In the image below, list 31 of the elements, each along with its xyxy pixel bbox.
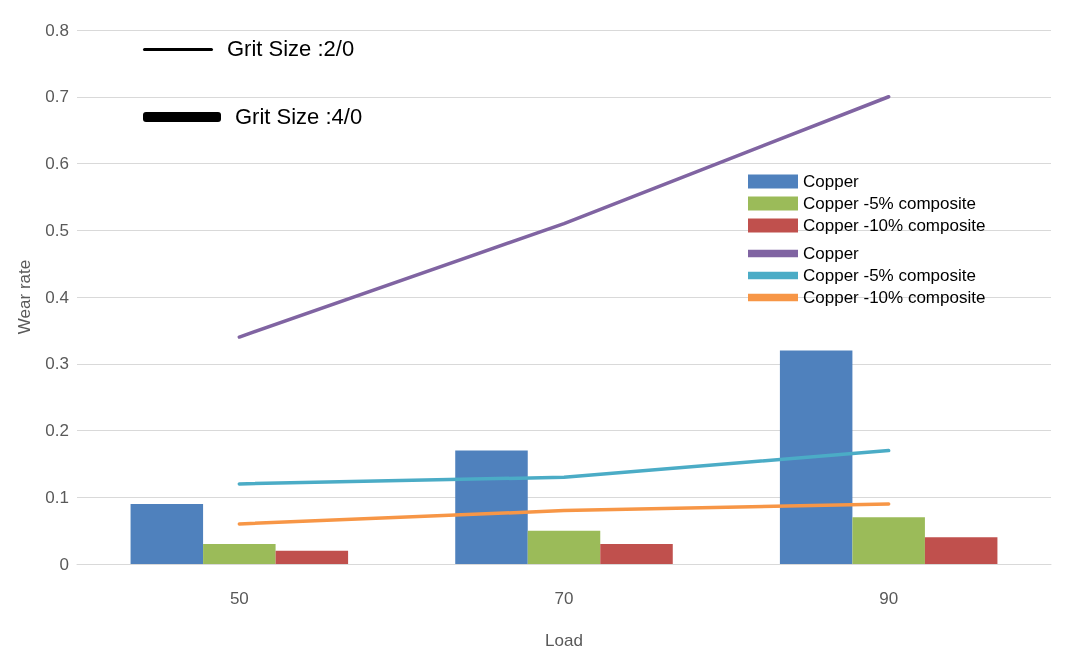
y-tick-label: 0.7 [45,87,69,107]
bar [275,550,349,564]
legend-label: Copper -5% composite [803,194,976,213]
y-tick-label: 0 [59,554,69,574]
bar [779,350,853,564]
y-tick-label: 0.4 [45,287,69,307]
y-tick-label: 0.8 [45,20,69,40]
bar [600,543,673,564]
bar [203,543,276,564]
annotation: Grit Size :4/0 [235,104,363,130]
legend-label: Copper [803,244,860,263]
legend-label: Copper -5% composite [803,266,976,285]
y-tick-label: 0.5 [45,220,69,240]
bar [130,503,204,564]
y-tick-label: 0.3 [45,354,69,374]
legend-label: Copper -10% composite [803,288,986,307]
annotation: Grit Size :2/0 [227,36,355,62]
bar [527,530,601,564]
x-tick-label: 70 [554,589,574,608]
x-tick-label: 50 [229,589,249,608]
y-axis-title: Wear rate [15,259,34,335]
bar [924,537,998,564]
x-tick-label: 90 [879,589,899,608]
x-axis-title: Load [545,631,583,650]
legend-label: Copper [803,172,860,191]
y-tick-label: 0.1 [45,487,69,507]
legend-label: Copper -10% composite [803,216,986,235]
bar [852,517,925,564]
bar [455,450,528,564]
y-tick-label: 0.6 [45,154,69,173]
y-tick-label: 0.2 [45,421,69,440]
